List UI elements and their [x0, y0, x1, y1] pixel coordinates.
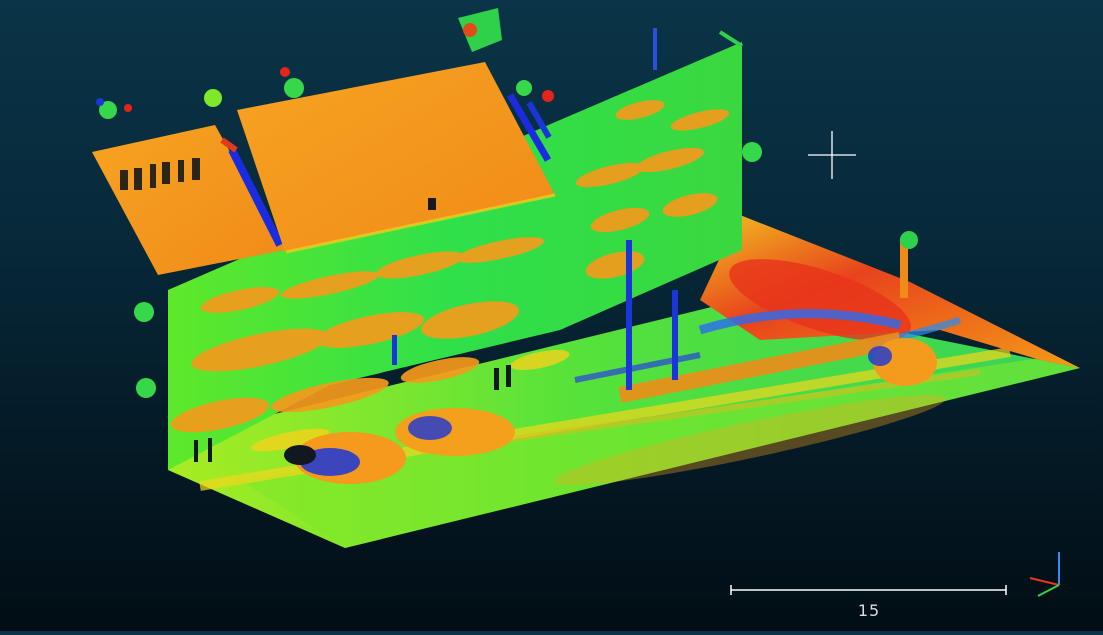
courtyard-area: [574, 215, 1080, 403]
scale-bar: 15: [728, 580, 1010, 620]
axis-gizmo[interactable]: [1024, 548, 1070, 600]
roof-main: [237, 62, 556, 254]
scale-bar-line: [730, 585, 1007, 595]
scale-bar-label: 15: [857, 601, 881, 620]
rooftop-objects: [96, 8, 918, 398]
x-axis-icon: [1029, 577, 1060, 586]
crosshair-icon: [808, 131, 856, 179]
y-axis-icon: [1037, 584, 1060, 597]
building-facade: [168, 42, 742, 470]
roof-left: [92, 125, 285, 275]
parked-cars: [284, 338, 937, 484]
